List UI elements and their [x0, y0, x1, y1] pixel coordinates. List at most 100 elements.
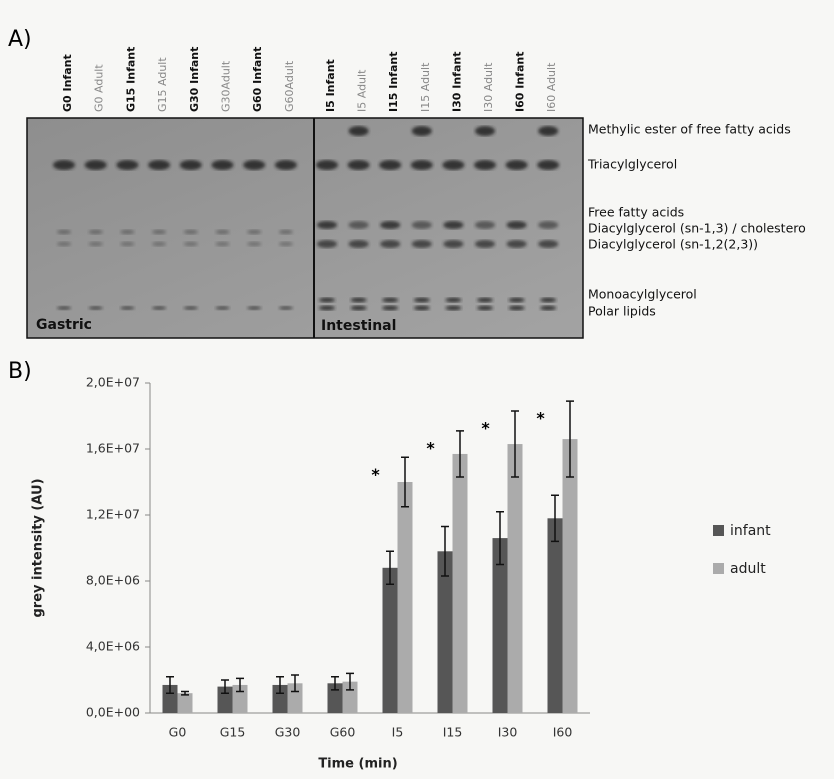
- gel-band: [413, 305, 430, 311]
- gel-band: [537, 160, 560, 170]
- band-label: Polar lipids: [588, 304, 656, 319]
- gel-band: [120, 229, 135, 235]
- gel-band: [538, 240, 559, 248]
- gel-band: [348, 221, 369, 229]
- gel-band: [350, 305, 367, 311]
- bar: [507, 444, 523, 713]
- bar: [162, 684, 178, 713]
- gel-band: [319, 297, 335, 303]
- gel-band: [506, 240, 527, 248]
- bar: [452, 453, 468, 713]
- significance-label: *: [481, 419, 490, 438]
- gel-band: [477, 297, 493, 303]
- gel-band: [538, 221, 559, 229]
- lane-label: G0 Adult: [93, 64, 106, 112]
- band-label: Methylic ester of free fatty acids: [588, 122, 791, 137]
- gel-band: [84, 160, 107, 170]
- error-bar: [166, 675, 174, 694]
- gel-band: [411, 240, 432, 248]
- error-bar: [456, 430, 464, 478]
- lane-label: I15 Adult: [419, 62, 432, 112]
- lane-label: G15 Adult: [156, 57, 169, 112]
- gel-band: [183, 229, 198, 235]
- lane-label: I15 Infant: [387, 52, 400, 112]
- y-tick-label: 1,6E+07: [86, 441, 140, 456]
- lane-label: I60 Adult: [545, 62, 558, 112]
- y-tick-label: 8,0E+06: [86, 573, 140, 588]
- bar: [382, 567, 398, 713]
- significance-label: *: [371, 465, 380, 484]
- gel-band: [508, 305, 525, 311]
- lane-label: I60 Infant: [514, 52, 527, 112]
- gel-band: [120, 241, 135, 247]
- gel-band: [475, 221, 495, 229]
- gel-band: [350, 297, 367, 303]
- bar: [397, 482, 413, 713]
- gel-band: [88, 306, 103, 310]
- x-axis-title: Time (min): [318, 757, 397, 772]
- gel-band: [215, 306, 230, 310]
- gel-band: [380, 221, 401, 229]
- gel-band: [317, 240, 337, 248]
- gel-band: [380, 240, 401, 248]
- y-tick-label: 2,0E+07: [86, 375, 140, 390]
- bar: [562, 439, 578, 713]
- gel-band: [445, 297, 462, 303]
- gel-band: [278, 306, 293, 310]
- gel-band: [211, 160, 234, 170]
- lane-label: G60 Infant: [251, 47, 264, 112]
- gel-band: [57, 241, 71, 247]
- gel-band: [540, 297, 557, 303]
- error-bar: [386, 550, 394, 586]
- bar: [327, 683, 343, 713]
- error-bar: [511, 410, 519, 478]
- lane-label: G60Adult: [283, 60, 296, 112]
- gel-band: [278, 229, 293, 235]
- error-bar: [551, 494, 559, 543]
- lane-label: G30 Infant: [188, 47, 201, 112]
- gel-band: [475, 126, 495, 136]
- bar: [492, 538, 508, 713]
- lane-label: G0 Infant: [61, 54, 74, 112]
- gel-band: [278, 241, 293, 247]
- significance-label: *: [536, 409, 545, 428]
- gel-band: [474, 160, 496, 170]
- lane-label: I5 Infant: [324, 59, 337, 112]
- band-label: Monoacylglycerol: [588, 287, 697, 302]
- x-tick-label: I60: [553, 725, 573, 740]
- gel-band: [183, 306, 198, 310]
- x-tick-label: G0: [169, 725, 187, 740]
- x-tick-label: G30: [275, 725, 301, 740]
- error-bar: [181, 690, 189, 696]
- gel-band: [247, 241, 262, 247]
- gel-band: [538, 126, 559, 136]
- x-tick-label: I5: [392, 725, 404, 740]
- error-bar: [221, 679, 229, 694]
- gel-band: [319, 305, 335, 311]
- lane-label: I30 Infant: [450, 52, 463, 112]
- gel-band: [413, 297, 430, 303]
- gel-band: [247, 306, 262, 310]
- gel-band: [477, 305, 493, 311]
- gel: [26, 117, 584, 339]
- panel-label: A): [8, 27, 32, 52]
- gel-band: [443, 240, 464, 248]
- y-tick-label: 1,2E+07: [86, 507, 140, 522]
- gel-band: [243, 160, 266, 170]
- error-bar: [236, 677, 244, 693]
- error-bar: [401, 456, 409, 508]
- gel-band: [53, 160, 75, 170]
- gel-band: [382, 305, 399, 311]
- error-bar: [346, 672, 354, 691]
- band-label: Free fatty acids: [588, 205, 684, 220]
- legend-swatch: [713, 525, 724, 536]
- gel-band: [57, 229, 71, 235]
- bar: [287, 683, 303, 713]
- legend-swatch: [713, 563, 724, 574]
- gel-band: [410, 160, 433, 170]
- x-tick-label: I15: [443, 725, 463, 740]
- gel-band: [152, 241, 167, 247]
- error-bar: [566, 400, 574, 478]
- x-tick-label: I30: [498, 725, 518, 740]
